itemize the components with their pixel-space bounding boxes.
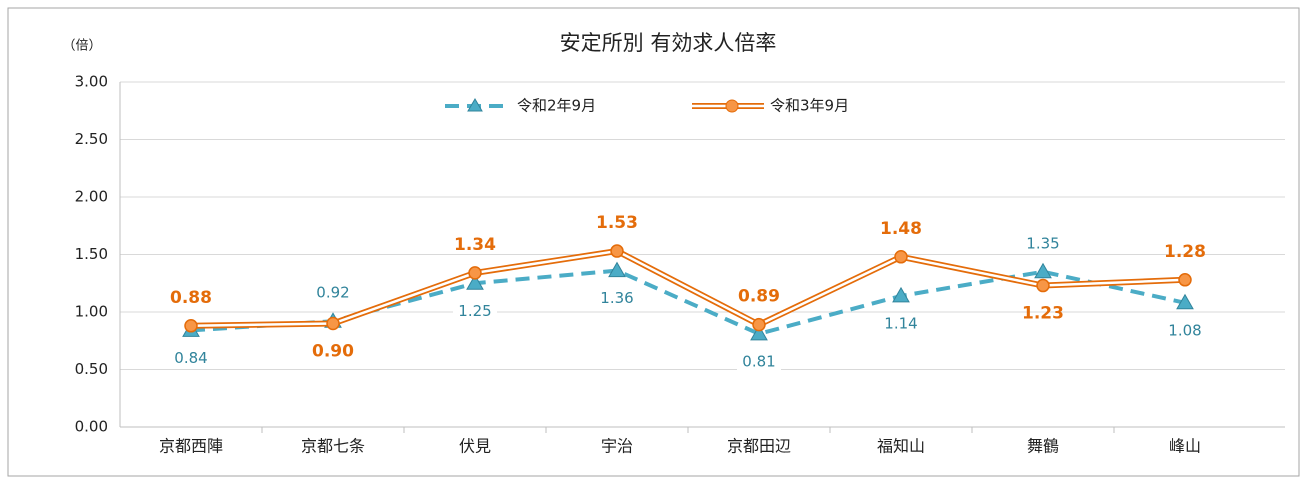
y-unit: （倍） (62, 39, 101, 54)
label-bg (1163, 320, 1207, 341)
series-line-inner (190, 249, 1186, 328)
value-label: 1.25 (458, 302, 491, 320)
value-label: 1.34 (454, 235, 496, 255)
y-tick-label: 3.00 (75, 73, 108, 91)
label-bg (1021, 233, 1065, 254)
marker (750, 324, 768, 341)
y-tick-label: 1.50 (75, 245, 108, 263)
marker (752, 317, 766, 332)
value-label: 0.90 (312, 342, 354, 362)
x-tick-label: 京都七条 (301, 437, 365, 456)
marker (468, 266, 482, 280)
value-label: 0.92 (316, 284, 349, 302)
value-label: 0.81 (742, 352, 775, 370)
marker (610, 244, 624, 258)
value-label: 0.88 (170, 288, 212, 308)
value-label: 0.89 (738, 287, 780, 307)
legend-label: 令和3年9月 (770, 97, 849, 115)
value-label: 1.48 (880, 219, 922, 239)
x-tick-label: 京都田辺 (727, 437, 791, 456)
label-bg (595, 288, 639, 309)
marker (1178, 273, 1192, 287)
marker (1036, 278, 1050, 293)
value-label: 1.35 (1026, 234, 1059, 252)
y-tick-label: 1.00 (75, 303, 108, 321)
chart-title: 安定所別 有効求人倍率 (560, 31, 777, 55)
marker (326, 316, 340, 331)
x-tick-label: 福知山 (877, 437, 925, 456)
value-label: 1.36 (600, 289, 633, 307)
value-label: 1.08 (1168, 321, 1201, 339)
label-bg (311, 283, 355, 304)
x-tick-label: 峰山 (1169, 437, 1201, 456)
marker (1176, 293, 1194, 310)
label-bg (453, 301, 497, 322)
label-bg (737, 351, 781, 372)
label-bg (879, 313, 923, 334)
value-label: 1.23 (1022, 304, 1064, 324)
x-tick-label: 宇治 (601, 437, 633, 456)
value-label: 0.84 (174, 349, 207, 367)
x-tick-label: 京都西陣 (159, 437, 223, 456)
y-tick-label: 0.00 (75, 418, 108, 436)
legend-marker (725, 99, 739, 113)
x-tick-label: 伏見 (459, 437, 491, 456)
marker (184, 319, 198, 333)
label-bg (169, 348, 213, 369)
y-tick-label: 2.50 (75, 130, 108, 148)
value-label: 1.28 (1164, 242, 1206, 262)
marker (466, 274, 484, 290)
marker (892, 286, 910, 303)
chart-frame (7, 7, 1300, 477)
legend-marker (467, 98, 483, 112)
marker (894, 250, 908, 264)
legend-label: 令和2年9月 (517, 97, 596, 115)
marker (608, 261, 626, 278)
value-label: 1.14 (884, 314, 917, 332)
marker (1034, 262, 1052, 279)
y-tick-label: 2.00 (75, 188, 108, 206)
y-tick-label: 0.50 (75, 360, 108, 378)
x-tick-label: 舞鶴 (1027, 437, 1059, 456)
value-label: 1.53 (596, 213, 638, 233)
